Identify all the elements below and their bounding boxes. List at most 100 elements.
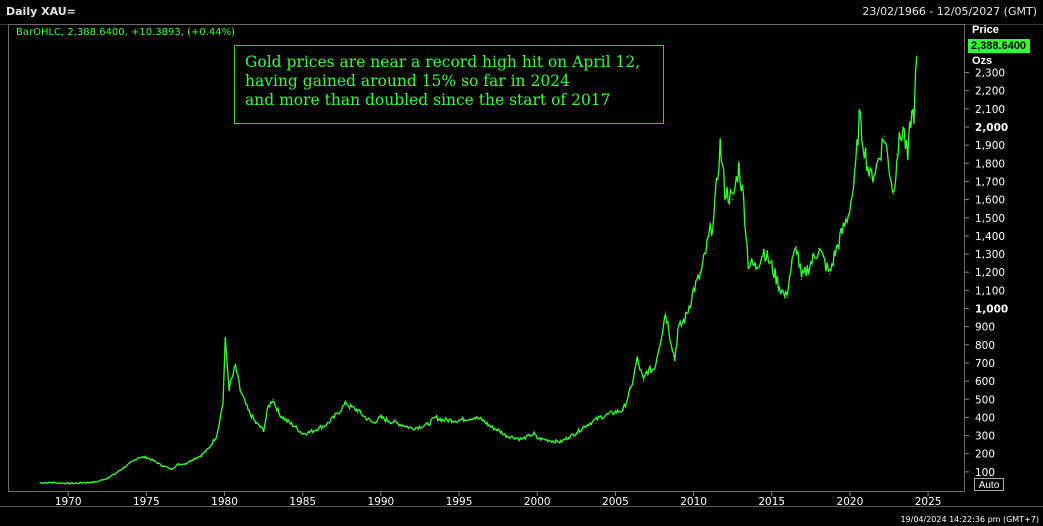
- price-point: [95, 481, 97, 483]
- y-tick-label: 1,600: [975, 195, 1005, 207]
- y-tick-label: 1,700: [975, 176, 1005, 188]
- price-point: [349, 405, 351, 408]
- price-point: [474, 416, 476, 418]
- price-point: [247, 409, 249, 411]
- x-tick-label: 1980: [211, 496, 238, 508]
- price-point: [552, 440, 554, 442]
- price-point: [224, 340, 226, 342]
- y-tick-label: 900: [975, 322, 995, 334]
- x-tick-label: 2005: [602, 496, 629, 508]
- price-point: [791, 262, 793, 264]
- y-tick-label: 200: [975, 449, 995, 461]
- price-point: [435, 416, 437, 418]
- price-point: [829, 273, 831, 275]
- price-point: [333, 416, 335, 418]
- price-point: [778, 286, 781, 288]
- price-point: [847, 213, 849, 215]
- price-point: [505, 434, 507, 437]
- price-point: [302, 433, 304, 435]
- price-point: [642, 380, 645, 382]
- annotation-line-2: having gained around 15% so far in 2024: [245, 72, 570, 90]
- price-point: [719, 144, 721, 146]
- price-point: [685, 316, 687, 319]
- price-point: [869, 177, 871, 179]
- price-series: [39, 55, 918, 485]
- price-point: [560, 441, 562, 443]
- price-point: [916, 55, 918, 57]
- annotation-line-3: and more than doubled since the start of…: [245, 91, 611, 109]
- price-point: [222, 402, 224, 404]
- price-point: [677, 329, 679, 331]
- price-point: [267, 405, 269, 408]
- price-point: [653, 367, 656, 369]
- y-tick-label: 100: [975, 467, 995, 479]
- price-point: [636, 358, 638, 360]
- price-point: [395, 422, 398, 424]
- price-point: [893, 193, 895, 195]
- price-point: [317, 427, 319, 429]
- price-point: [875, 166, 878, 168]
- price-point: [458, 419, 460, 421]
- plot-area[interactable]: [8, 24, 965, 492]
- price-point: [294, 425, 296, 428]
- price-point: [810, 262, 812, 264]
- price-point: [700, 271, 702, 273]
- y-tick-label: 1,100: [975, 285, 1005, 297]
- price-point: [67, 482, 69, 485]
- price-point: [489, 425, 491, 428]
- price-point: [153, 460, 155, 462]
- x-tick-label: 1990: [368, 496, 395, 508]
- y-tick-label: 2,000: [975, 122, 1008, 134]
- price-point: [913, 111, 915, 114]
- price-point: [724, 189, 726, 192]
- price-point: [583, 425, 585, 428]
- price-point: [122, 467, 124, 469]
- price-point: [192, 458, 194, 460]
- price-point: [83, 482, 85, 484]
- price-point: [345, 402, 348, 404]
- annotation-box: Gold prices are near a record high hit o…: [234, 45, 664, 124]
- price-point: [907, 159, 909, 161]
- price-point: [883, 135, 885, 137]
- price-point: [309, 431, 312, 433]
- price-point: [743, 199, 745, 201]
- decade-strip: [0, 506, 1043, 526]
- price-point: [177, 463, 179, 466]
- y-tick-label: 2,100: [975, 104, 1005, 116]
- price-point: [272, 398, 274, 400]
- y-tick-label: 700: [975, 358, 995, 370]
- price-point: [713, 217, 715, 219]
- price-point: [902, 126, 904, 128]
- date-range-label: 23/02/1966 - 12/05/2027 (GMT): [862, 5, 1037, 18]
- price-point: [263, 429, 265, 431]
- y-tick-label: 1,300: [975, 249, 1005, 261]
- y-axis-caption: Price: [972, 24, 999, 36]
- price-point: [184, 463, 187, 465]
- price-point: [771, 266, 773, 268]
- price-point: [674, 358, 676, 360]
- price-point: [708, 235, 710, 237]
- price-point: [622, 409, 624, 411]
- y-tick-label: 300: [975, 431, 995, 443]
- price-point: [738, 166, 740, 168]
- price-point: [854, 180, 856, 183]
- price-point: [239, 389, 241, 391]
- y-tick-label: 1,800: [975, 158, 1005, 170]
- price-point: [208, 447, 210, 449]
- price-point: [800, 278, 803, 281]
- y-tick-label: 1,200: [975, 267, 1005, 279]
- auto-scale-button[interactable]: Auto: [974, 478, 1004, 491]
- y-axis-ticks: 100 200 300 400 500 600 700 800 900 1,000 1,100 1,2…: [965, 68, 1008, 479]
- price-point: [380, 416, 382, 418]
- price-point: [427, 424, 429, 426]
- x-tick-label: 1975: [133, 496, 160, 508]
- last-price-tag: 2,388.6400: [968, 39, 1030, 53]
- price-point: [692, 289, 695, 291]
- price-point: [763, 249, 765, 252]
- y-tick-label: 400: [975, 412, 995, 424]
- y-tick-label: 2,200: [975, 86, 1005, 98]
- price-point: [234, 365, 237, 368]
- price-point: [841, 231, 843, 233]
- price-point: [114, 473, 116, 475]
- chart-title: Daily XAU=: [6, 5, 76, 18]
